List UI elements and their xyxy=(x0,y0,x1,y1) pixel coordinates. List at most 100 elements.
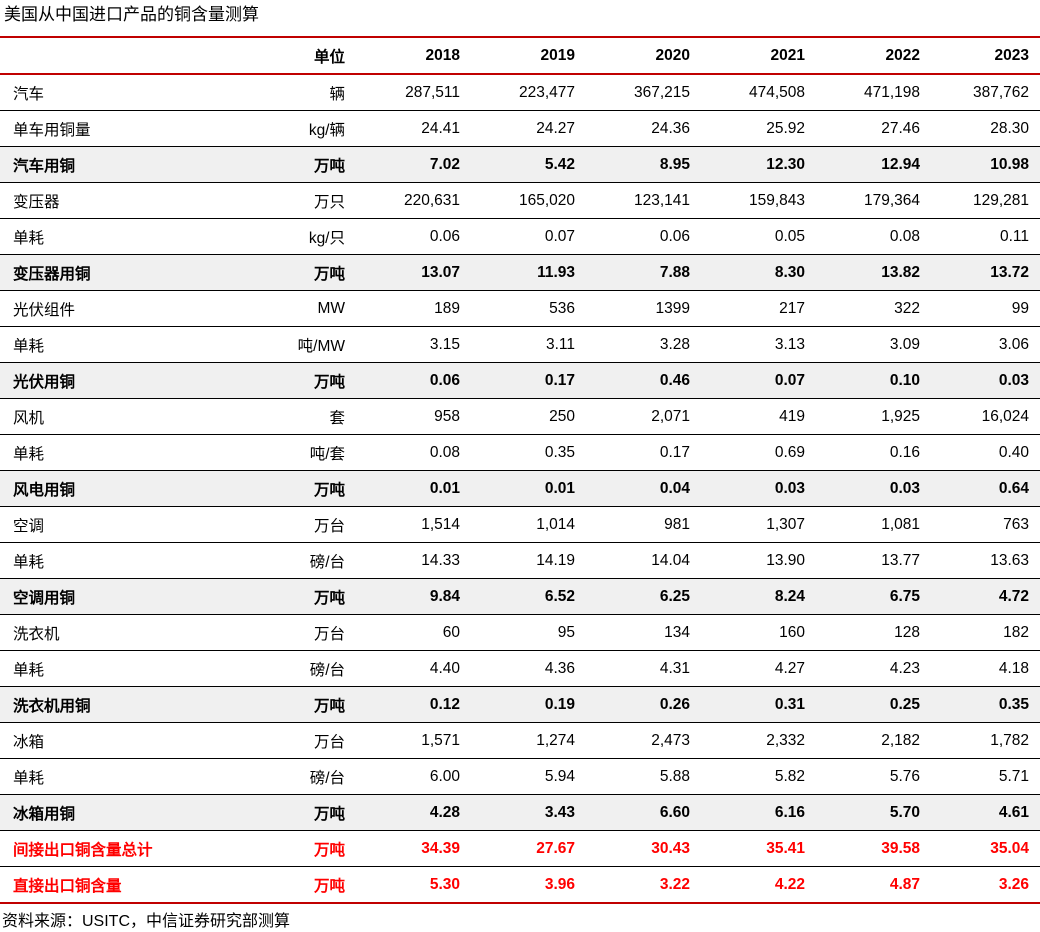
row-label: 冰箱用铜 xyxy=(0,794,248,831)
row-value: 7.88 xyxy=(580,254,695,291)
row-label: 单耗 xyxy=(0,758,248,795)
row-value: 3.26 xyxy=(925,866,1040,904)
row-value: 0.35 xyxy=(465,434,580,471)
row-value: 0.40 xyxy=(925,434,1040,471)
row-label: 洗衣机 xyxy=(0,614,248,651)
row-value: 3.06 xyxy=(925,326,1040,363)
row-value: 4.36 xyxy=(465,650,580,687)
row-value: 4.18 xyxy=(925,650,1040,687)
row-label: 光伏组件 xyxy=(0,290,248,327)
row-value: 35.41 xyxy=(695,830,810,867)
row-value: 13.90 xyxy=(695,542,810,579)
row-label: 洗衣机用铜 xyxy=(0,686,248,723)
row-label: 单耗 xyxy=(0,542,248,579)
row-unit: 万台 xyxy=(248,614,350,651)
row-value: 3.13 xyxy=(695,326,810,363)
table-row: 光伏用铜 万吨 0.06 0.17 0.46 0.07 0.10 0.03 xyxy=(0,362,1040,399)
row-label: 空调 xyxy=(0,506,248,543)
row-value: 6.75 xyxy=(810,578,925,615)
row-value: 1399 xyxy=(580,290,695,327)
row-unit: 万台 xyxy=(248,506,350,543)
row-value: 5.94 xyxy=(465,758,580,795)
row-label: 汽车用铜 xyxy=(0,146,248,183)
row-value: 5.82 xyxy=(695,758,810,795)
row-value: 2,473 xyxy=(580,722,695,759)
row-value: 0.11 xyxy=(925,218,1040,255)
row-value: 5.30 xyxy=(350,866,465,904)
row-unit: 万吨 xyxy=(248,866,350,904)
row-value: 4.31 xyxy=(580,650,695,687)
row-value: 1,925 xyxy=(810,398,925,435)
header-year-2022: 2022 xyxy=(810,36,925,75)
row-value: 6.00 xyxy=(350,758,465,795)
row-label: 汽车 xyxy=(0,74,248,111)
table-row: 洗衣机用铜 万吨 0.12 0.19 0.26 0.31 0.25 0.35 xyxy=(0,686,1040,723)
source-note: 资料来源：USITC，中信证券研究部测算 xyxy=(2,913,291,930)
row-value: 129,281 xyxy=(925,182,1040,219)
row-value: 220,631 xyxy=(350,182,465,219)
row-value: 13.07 xyxy=(350,254,465,291)
row-value: 160 xyxy=(695,614,810,651)
row-value: 8.95 xyxy=(580,146,695,183)
row-value: 179,364 xyxy=(810,182,925,219)
row-value: 419 xyxy=(695,398,810,435)
row-value: 387,762 xyxy=(925,74,1040,111)
row-label: 变压器 xyxy=(0,182,248,219)
row-value: 99 xyxy=(925,290,1040,327)
row-value: 95 xyxy=(465,614,580,651)
table-row: 直接出口铜含量 万吨 5.30 3.96 3.22 4.22 4.87 3.26 xyxy=(0,866,1040,904)
table-row: 单耗 kg/只 0.06 0.07 0.06 0.05 0.08 0.11 xyxy=(0,218,1040,255)
row-value: 4.22 xyxy=(695,866,810,904)
row-unit: 万台 xyxy=(248,722,350,759)
row-value: 39.58 xyxy=(810,830,925,867)
row-unit: 吨/MW xyxy=(248,326,350,363)
row-value: 217 xyxy=(695,290,810,327)
row-value: 8.30 xyxy=(695,254,810,291)
row-value: 3.15 xyxy=(350,326,465,363)
row-value: 0.46 xyxy=(580,362,695,399)
row-value: 763 xyxy=(925,506,1040,543)
row-value: 1,081 xyxy=(810,506,925,543)
table-row: 冰箱用铜 万吨 4.28 3.43 6.60 6.16 5.70 4.61 xyxy=(0,794,1040,831)
row-value: 35.04 xyxy=(925,830,1040,867)
row-value: 24.36 xyxy=(580,110,695,147)
table-row: 单耗 吨/套 0.08 0.35 0.17 0.69 0.16 0.40 xyxy=(0,434,1040,471)
row-value: 367,215 xyxy=(580,74,695,111)
row-value: 1,307 xyxy=(695,506,810,543)
row-value: 0.25 xyxy=(810,686,925,723)
row-value: 3.22 xyxy=(580,866,695,904)
row-value: 16,024 xyxy=(925,398,1040,435)
row-value: 1,274 xyxy=(465,722,580,759)
row-unit: 套 xyxy=(248,398,350,435)
row-value: 25.92 xyxy=(695,110,810,147)
table-row: 风电用铜 万吨 0.01 0.01 0.04 0.03 0.03 0.64 xyxy=(0,470,1040,507)
row-value: 2,332 xyxy=(695,722,810,759)
table-row: 汽车辆 287,511 223,477 367,215 474,508 471,198 38… xyxy=(0,74,1040,111)
copper-content-table: 单位 2018 2019 2020 2021 2022 2023 汽车辆 287,… xyxy=(0,36,1040,904)
row-unit: 万吨 xyxy=(248,470,350,507)
row-value: 123,141 xyxy=(580,182,695,219)
row-value: 13.72 xyxy=(925,254,1040,291)
row-unit: 万吨 xyxy=(248,794,350,831)
row-value: 0.06 xyxy=(350,218,465,255)
row-unit: 万吨 xyxy=(248,830,350,867)
row-value: 0.26 xyxy=(580,686,695,723)
row-value: 13.63 xyxy=(925,542,1040,579)
header-year-2021: 2021 xyxy=(695,36,810,75)
row-value: 0.31 xyxy=(695,686,810,723)
row-unit: 万吨 xyxy=(248,254,350,291)
table-row: 间接出口铜含量总计 万吨 34.39 27.67 30.43 35.41 39.58 35.0… xyxy=(0,830,1040,867)
header-year-2020: 2020 xyxy=(580,36,695,75)
row-value: 34.39 xyxy=(350,830,465,867)
row-value: 0.17 xyxy=(465,362,580,399)
row-value: 4.72 xyxy=(925,578,1040,615)
row-unit: 万吨 xyxy=(248,578,350,615)
row-value: 0.08 xyxy=(350,434,465,471)
row-value: 0.06 xyxy=(350,362,465,399)
row-value: 24.27 xyxy=(465,110,580,147)
row-value: 0.06 xyxy=(580,218,695,255)
table-row: 单耗 磅/台 6.00 5.94 5.88 5.82 5.76 5.71 xyxy=(0,758,1040,795)
row-value: 14.19 xyxy=(465,542,580,579)
row-unit: 磅/台 xyxy=(248,542,350,579)
row-value: 223,477 xyxy=(465,74,580,111)
